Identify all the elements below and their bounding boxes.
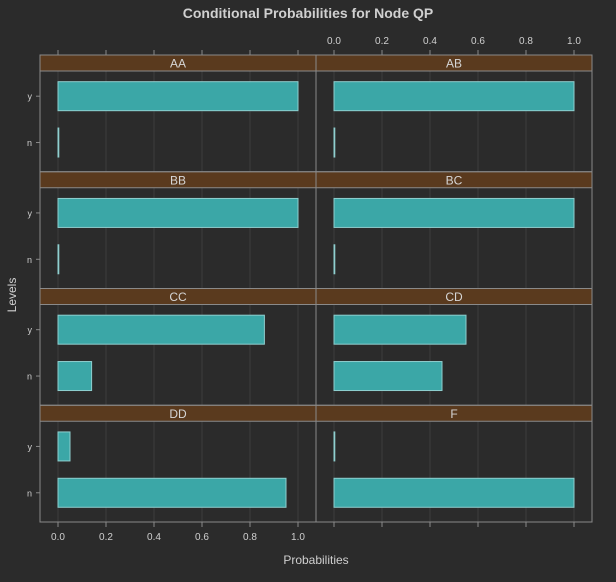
- panel-strip-label: CD: [445, 290, 463, 304]
- bar-bc-y: [333, 197, 575, 228]
- bar-dd-y: [57, 431, 71, 462]
- x-tick-label-bottom: 0.2: [99, 532, 113, 543]
- x-tick-label-bottom: 0.0: [51, 532, 65, 543]
- y-tick-label: n: [27, 372, 32, 382]
- y-tick-label: y: [28, 442, 33, 452]
- x-tick-label-bottom: 0.6: [195, 532, 209, 543]
- bar-f-y: [333, 431, 336, 462]
- panel-f: F: [315, 404, 593, 522]
- panel-bb: BB: [39, 171, 317, 289]
- y-tick-label: n: [27, 138, 32, 148]
- y-tick-label: n: [27, 488, 32, 498]
- y-axis-label: Levels: [5, 278, 19, 313]
- bar-bc-n: [333, 244, 336, 275]
- panel-strip-label: F: [450, 407, 457, 421]
- x-tick-label-bottom: 1.0: [291, 532, 305, 543]
- panel-strip-label: BC: [446, 173, 463, 187]
- x-tick-label-top: 1.0: [567, 36, 581, 47]
- x-tick-label-top: 0.6: [471, 36, 485, 47]
- panel-ab: AB: [315, 54, 593, 172]
- bar-aa-n: [57, 127, 60, 158]
- bar-ab-y: [333, 81, 575, 112]
- bar-dd-n: [57, 477, 287, 508]
- x-axis-label: Probabilities: [283, 553, 348, 567]
- bar-ab-n: [333, 127, 336, 158]
- bar-aa-y: [57, 81, 299, 112]
- panel-cc: CC: [39, 288, 317, 406]
- panel-cd: CD: [315, 288, 593, 406]
- x-tick-label-bottom: 0.8: [243, 532, 257, 543]
- panels-layer: AA AB BB BC CC CD DD Fy n y n y n y n 0.0 0.0 0.2 0.2 0.4 0.…: [27, 36, 593, 543]
- panel-bc: BC: [315, 171, 593, 289]
- bar-cd-y: [333, 314, 467, 345]
- panel-aa: AA: [39, 54, 317, 172]
- panel-strip-label: CC: [169, 290, 187, 304]
- bar-f-n: [333, 477, 575, 508]
- panel-dd: DD: [39, 404, 317, 522]
- bar-bb-y: [57, 197, 299, 228]
- x-tick-label-top: 0.0: [327, 36, 341, 47]
- x-tick-label-bottom: 0.4: [147, 532, 161, 543]
- bar-cc-n: [57, 361, 93, 392]
- bar-cc-y: [57, 314, 265, 345]
- panel-strip-label: BB: [170, 173, 186, 187]
- bar-bb-n: [57, 244, 60, 275]
- y-tick-label: y: [28, 92, 33, 102]
- x-tick-label-top: 0.4: [423, 36, 437, 47]
- x-tick-label-top: 0.2: [375, 36, 389, 47]
- y-tick-label: y: [28, 325, 33, 335]
- chart-title: Conditional Probabilities for Node QP: [183, 5, 433, 21]
- y-tick-label: n: [27, 255, 32, 265]
- panel-strip-label: AB: [446, 57, 462, 71]
- panel-strip-label: DD: [169, 407, 187, 421]
- x-tick-label-top: 0.8: [519, 36, 533, 47]
- panel-strip-label: AA: [170, 57, 186, 71]
- bar-cd-n: [333, 361, 443, 392]
- y-tick-label: y: [28, 208, 33, 218]
